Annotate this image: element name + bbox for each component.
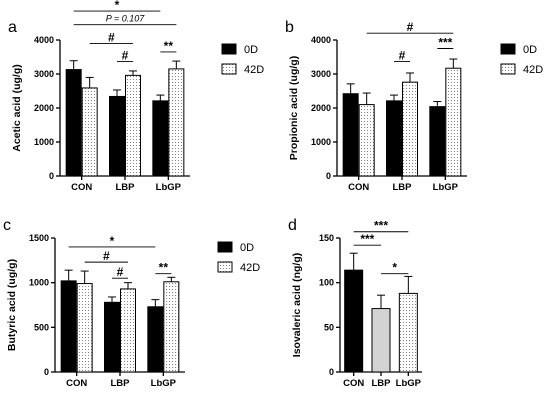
significance-label: * bbox=[115, 0, 120, 12]
y-tick-label: 100 bbox=[319, 278, 334, 288]
x-tick-label: LBP bbox=[111, 378, 131, 389]
x-tick-label: LbGP bbox=[151, 378, 177, 389]
bar bbox=[81, 87, 98, 177]
significance-label: # bbox=[407, 20, 414, 34]
x-tick-label: LbGP bbox=[433, 182, 459, 193]
x-tick-label: CON bbox=[343, 378, 364, 389]
y-tick-label: 500 bbox=[34, 322, 49, 332]
bar bbox=[445, 67, 462, 177]
legend-label: 42D bbox=[240, 262, 260, 274]
y-tick-label: 2000 bbox=[311, 103, 331, 113]
y-tick-label: 1500 bbox=[29, 233, 49, 243]
x-tick-label: CON bbox=[66, 378, 87, 389]
x-tick-label: LBP bbox=[116, 182, 136, 193]
chart-panel-b: b Propionic acid (ug/g) 0 1000 2000 3000 4000 C… bbox=[285, 19, 543, 193]
panel-label: c bbox=[3, 217, 11, 234]
bar bbox=[168, 68, 185, 177]
y-tick-label: 4000 bbox=[311, 35, 331, 45]
significance-label: *** bbox=[360, 232, 374, 246]
legend-swatch bbox=[217, 241, 233, 253]
chart-panel-d: d Isovaleric acid (ng/g) 0 50 100 150 CON LBP Lb… bbox=[288, 217, 422, 389]
significance-label: P = 0.107 bbox=[106, 14, 145, 24]
bar bbox=[109, 95, 125, 177]
y-tick-label: 0 bbox=[329, 367, 334, 377]
bar bbox=[152, 100, 169, 177]
y-axis-label: Butyric acid (ug/g) bbox=[6, 259, 18, 351]
bar bbox=[402, 81, 418, 177]
bar bbox=[358, 104, 375, 177]
y-tick-label: 1000 bbox=[311, 137, 331, 147]
bar bbox=[429, 106, 446, 177]
significance-label: *** bbox=[438, 36, 452, 50]
significance-label: # bbox=[122, 48, 129, 62]
bar bbox=[60, 280, 77, 373]
bar bbox=[147, 306, 164, 373]
legend-label: 0D bbox=[244, 44, 258, 56]
legend-label: 0D bbox=[523, 44, 537, 56]
significance-label: # bbox=[117, 265, 124, 279]
bar bbox=[386, 100, 402, 177]
bar bbox=[76, 283, 93, 373]
chart-panel-a: a Acetic acid (ug/g) 0 1000 2000 3000 4000 CON L… bbox=[8, 0, 264, 193]
legend-label: 0D bbox=[240, 242, 254, 254]
bar bbox=[163, 281, 180, 373]
legend-label: 42D bbox=[523, 64, 543, 76]
legend-swatch bbox=[221, 63, 237, 75]
x-tick-label: CON bbox=[71, 182, 92, 193]
significance-label: # bbox=[399, 48, 406, 62]
bar bbox=[65, 69, 82, 177]
significance-label: # bbox=[108, 30, 115, 44]
x-tick-label: LBP bbox=[372, 378, 392, 389]
significance-label: # bbox=[103, 249, 110, 263]
bar bbox=[125, 74, 141, 177]
y-tick-label: 2000 bbox=[34, 103, 54, 113]
y-axis-label: Isovaleric acid (ng/g) bbox=[291, 253, 303, 357]
panel-label: a bbox=[8, 19, 17, 36]
chart-panel-c: c Butyric acid (ug/g) 0 500 1000 1500 CON LBP Lb… bbox=[3, 217, 260, 389]
bar bbox=[344, 269, 364, 373]
y-tick-label: 1000 bbox=[34, 137, 54, 147]
y-tick-label: 0 bbox=[326, 171, 331, 181]
significance-label: ** bbox=[159, 261, 169, 275]
legend-swatch bbox=[221, 43, 237, 55]
y-tick-label: 150 bbox=[319, 233, 334, 243]
y-axis-label: Acetic acid (ug/g) bbox=[11, 64, 23, 152]
x-tick-label: LbGP bbox=[156, 182, 182, 193]
x-tick-label: LBP bbox=[393, 182, 413, 193]
y-tick-label: 1000 bbox=[29, 278, 49, 288]
legend-label: 42D bbox=[244, 64, 264, 76]
legend-swatch bbox=[500, 63, 516, 75]
bar bbox=[104, 301, 120, 373]
bar bbox=[120, 288, 136, 373]
legend-swatch bbox=[217, 261, 233, 273]
y-axis-label: Propionic acid (ug/g) bbox=[288, 56, 300, 160]
significance-label: ** bbox=[164, 39, 174, 53]
panel-label: d bbox=[288, 217, 297, 234]
significance-label: * bbox=[110, 234, 115, 248]
y-tick-label: 3000 bbox=[311, 69, 331, 79]
y-tick-label: 3000 bbox=[34, 69, 54, 79]
significance-label: * bbox=[392, 261, 397, 275]
significance-label: *** bbox=[374, 219, 388, 233]
x-tick-label: CON bbox=[348, 182, 369, 193]
bar bbox=[371, 308, 391, 373]
y-tick-label: 0 bbox=[44, 367, 49, 377]
x-tick-label: LbGP bbox=[396, 378, 422, 389]
y-tick-label: 4000 bbox=[34, 35, 54, 45]
panel-label: b bbox=[285, 19, 294, 36]
bar bbox=[342, 93, 359, 177]
y-tick-label: 0 bbox=[49, 171, 54, 181]
bar bbox=[398, 292, 418, 373]
legend-swatch bbox=[500, 43, 516, 55]
y-tick-label: 50 bbox=[324, 322, 334, 332]
